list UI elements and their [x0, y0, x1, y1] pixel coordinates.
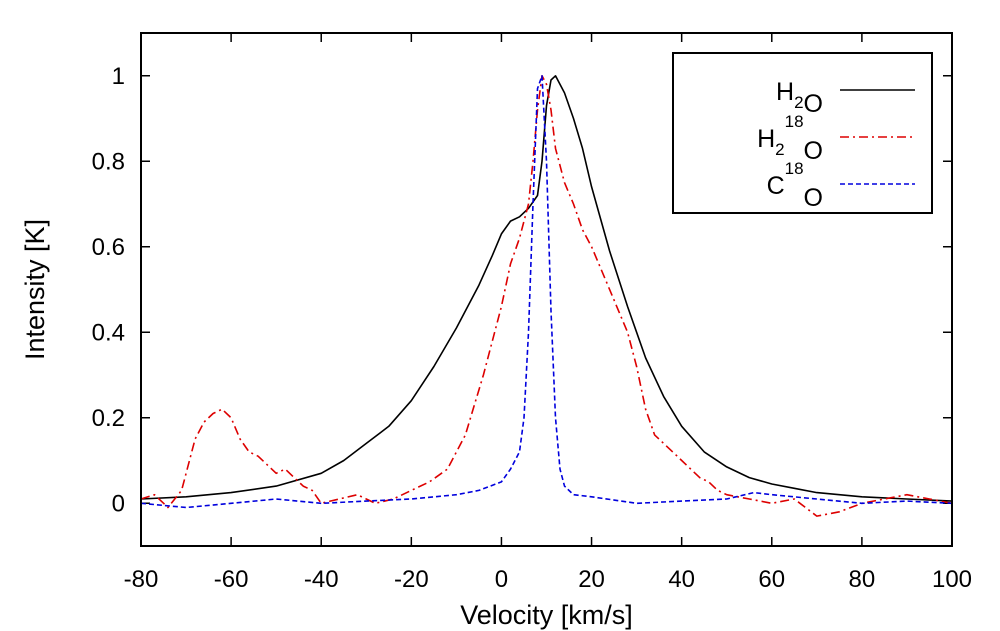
series-line-2 — [140, 75, 953, 509]
x-tick-label: 60 — [758, 566, 785, 593]
legend-label-part: O — [804, 184, 823, 212]
x-axis-label: Velocity [km/s] — [460, 600, 633, 630]
y-tick-label: 0.6 — [92, 234, 125, 261]
x-tick-label: 80 — [849, 566, 876, 593]
legend-label-part: 2 — [794, 93, 803, 112]
legend-label-part: 2 — [775, 140, 784, 159]
legend-label-2: C18O — [767, 159, 823, 212]
x-tick-label: 40 — [668, 566, 695, 593]
x-tick-label: -20 — [394, 566, 429, 593]
plot-frame — [140, 32, 953, 547]
legend-label-part: H — [757, 125, 775, 153]
legend-label-part: O — [804, 90, 823, 118]
series-line-1 — [140, 75, 953, 517]
axis-ticks: -80 -60 -40 -20 0 20 40 60 80 100 0 0.2 0.4 0.6 0.8 1 — [92, 33, 972, 593]
legend-label-1: H218O — [757, 112, 823, 165]
y-tick-label: 0.2 — [92, 405, 125, 432]
legend-label-part: 18 — [785, 112, 804, 131]
x-tick-label: -40 — [304, 566, 339, 593]
y-tick-label: 1 — [112, 63, 125, 90]
x-tick-label: -80 — [124, 566, 159, 593]
x-tick-label: 20 — [578, 566, 605, 593]
x-tick-label: -60 — [214, 566, 249, 593]
y-tick-label: 0.8 — [92, 148, 125, 175]
x-tick-label: 100 — [932, 566, 972, 593]
legend-label-part: 18 — [785, 159, 804, 178]
legend-label-part: H — [776, 78, 794, 106]
y-tick-label: 0.4 — [92, 319, 125, 346]
y-tick-label: 0 — [112, 490, 125, 517]
legend-label-0: H2O — [776, 78, 823, 118]
series-lines — [140, 75, 953, 517]
legend-box — [672, 52, 933, 214]
legend-label-part: C — [767, 172, 785, 200]
x-tick-label: 0 — [495, 566, 508, 593]
y-axis-label: Intensity [K] — [20, 219, 50, 360]
legend-label-part: O — [804, 137, 823, 165]
